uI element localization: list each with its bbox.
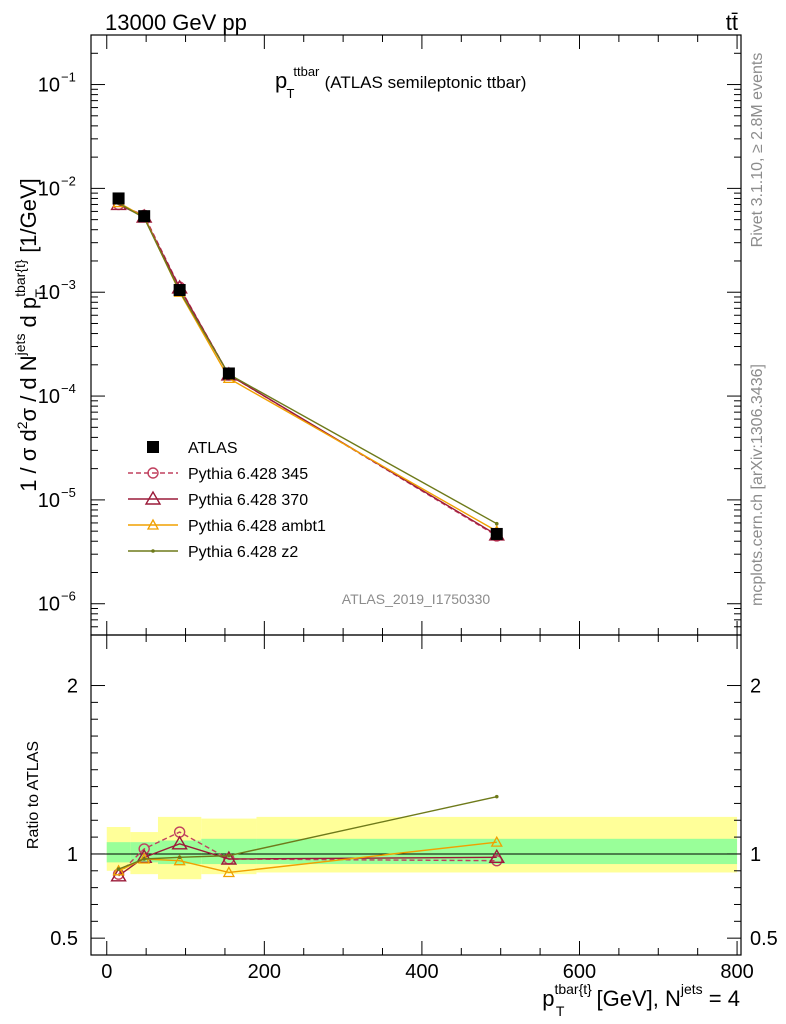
title-rest: (ATLAS semileptonic ttbar) [325,73,527,92]
main-title: p ttbar T (ATLAS semileptonic ttbar) [275,56,526,103]
main-ytick-exponent: −6 [61,589,76,604]
main-ytick-label: 10 [38,594,60,616]
legend-marker [147,467,159,479]
ratio-ylabel: Ratio to ATLAS [25,741,42,849]
ratio-xtick-label: 200 [248,961,281,983]
ratio-inner-band [106,842,131,863]
main-ytick-label: 10 [38,490,60,512]
ratio-ytick-label: 2 [67,676,78,698]
legend-marker [147,441,159,453]
ratio-series-marker [222,866,235,878]
main-ytick-label: 10 [38,282,60,304]
ratio-ytick-label-right: 2 [750,676,761,698]
legend-marker [144,490,162,505]
main-ytick-label: 10 [38,75,60,97]
ratio-series-marker [173,854,186,866]
main-ytick-exponent: −2 [61,173,76,188]
legend-label: ATLAS [188,440,238,457]
main-ytick-exponent: −3 [61,277,76,292]
series-line [118,203,498,536]
main-ytick-exponent: −5 [61,485,76,500]
ratio-series-marker [491,854,503,867]
rivet-version-label: Rivet 3.1.10, ≥ 2.8M events [749,53,766,248]
ratio-series-marker [116,867,121,871]
main-ytick-label: 10 [38,386,60,408]
ratio-ytick-label-right: 0.5 [750,928,778,950]
ratio-series-marker [171,835,188,850]
main-ytick-exponent: −1 [61,70,76,85]
ratio-series-marker [488,848,505,864]
ratio-series-marker [177,855,182,860]
main-ytick-label: 10 [38,178,60,200]
data-point [173,284,186,297]
ratio-ytick-label: 0.5 [50,928,78,950]
ratio-series-marker [220,850,238,865]
ratio-series-marker [227,853,231,858]
ratio-inner-band [130,842,158,863]
ratio-series-line [118,831,497,875]
title-sub: T [287,86,295,101]
title-p: p [275,68,287,93]
legend-label: Pythia 6.428 z2 [188,544,298,561]
ratio-xtick-label: 800 [720,961,753,983]
ratio-xlabel: ptbar{t} T [GeV], Njets = 4 [542,981,740,1019]
legend-label: Pythia 6.428 345 [188,466,308,483]
main-panel: 10−110−210−310−410−510−6 p ttbar T (ATLA… [12,34,742,636]
ratio-xtick-label: 400 [405,961,438,983]
main-ytick-exponent: −4 [61,381,76,396]
legend-label: Pythia 6.428 370 [188,492,308,509]
header-left: 13000 GeV pp [105,10,247,35]
legend-marker [151,549,155,553]
svg-text:1 / σ d2σ / d Njets d ptbar{t}: 1 / σ d2σ / d Njets d ptbar{t} T [1/GeV] [12,178,48,492]
data-point [222,367,235,380]
mcplots-label: mcplots.cern.ch [arXiv:1306.3436] [749,364,766,606]
data-point [112,192,125,205]
ratio-series-marker [494,794,499,799]
ratio-panel-frame [90,634,742,956]
series-marker [494,521,499,526]
header-right: tt̄ [726,10,738,35]
legend-marker [146,518,160,530]
ratio-ytick-label-right: 1 [750,844,761,866]
ratio-series-marker [490,835,503,847]
main-ylabel: 1 / σ d2σ / d Njets d ptbar{t} T [1/GeV] [12,178,48,492]
ratio-xtick-label: 600 [563,961,596,983]
ratio-series-marker [135,848,153,864]
data-point [138,210,151,223]
ratio-series-marker [112,864,125,876]
series-line [118,203,498,537]
data-point [490,527,503,540]
legend: ATLAS Pythia 6.428 345 Pythia 6.428 370 Pyt… [128,440,326,561]
analysis-watermark: ATLAS_2019_I1750330 [342,591,491,607]
title-sup: ttbar [293,64,320,79]
ratio-ytick-label: 1 [67,844,78,866]
legend-label: Pythia 6.428 ambt1 [188,518,326,535]
ratio-series-marker [142,857,146,861]
ratio-panel: 0.5 0.5 1 1 2 2 0 200 400 600 800 Ratio to ATLAS p… [25,634,778,1019]
ratio-xtick-label: 0 [101,961,112,983]
